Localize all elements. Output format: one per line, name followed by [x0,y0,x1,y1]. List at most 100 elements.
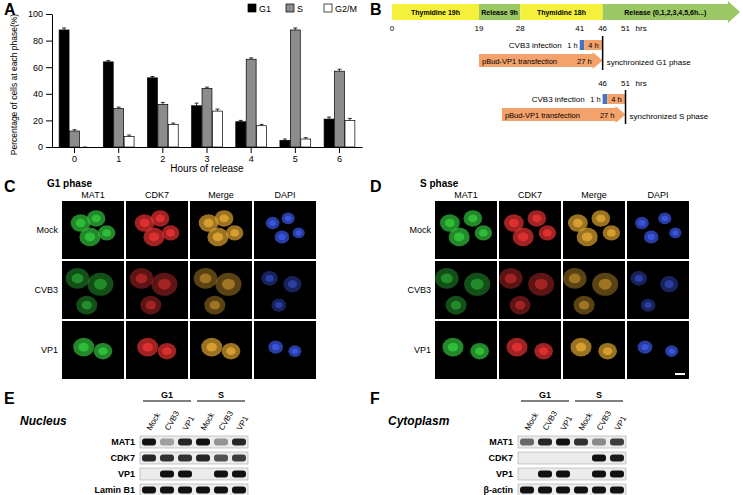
cell [513,228,534,247]
band [196,487,210,494]
bar [59,30,69,147]
cell [574,296,595,315]
sync-label: synchronized S phase [630,112,709,121]
band [214,487,228,494]
image-content [568,210,620,246]
blot-title: Cytoplasm [388,414,450,428]
cell [271,299,286,312]
band [232,471,246,478]
nucleus [288,280,297,288]
band [178,487,192,494]
nucleus [515,301,526,310]
figure: ABCDEF0204060801000123456Hours of releas… [0,0,743,495]
cell [222,343,241,360]
x-tick-mark [251,147,252,153]
nucleus [569,273,581,283]
column-header: Merge [208,190,234,200]
nucleus [85,233,96,242]
cell [268,341,283,354]
time-tick: 19 [475,24,484,33]
x-tick-mark [295,147,296,153]
panel-label: D [370,178,382,195]
transfection-arrow [502,106,626,123]
lane-label: VP1 [181,414,197,432]
band [592,471,606,478]
band [556,487,570,494]
infection-label: CVB3 infection [532,95,585,104]
protein-label: CDK7 [488,453,513,463]
bar [345,120,355,147]
bar [147,78,157,147]
image-frame [563,321,625,379]
transfection-duration: 27 h [577,57,592,66]
nucleus [146,301,157,310]
nucleus [635,275,643,282]
cell [66,268,90,289]
infection-duration: 4 h [588,41,598,50]
error-bar [327,117,331,119]
image-frame [627,321,689,379]
y-tick: 20 [33,116,52,126]
y-tick: 80 [33,36,52,46]
y-tick: 40 [33,89,52,99]
band [610,487,624,494]
row-label: Mock [36,225,58,235]
bar [158,104,168,147]
nucleus [505,273,517,283]
nucleus [468,214,477,222]
error-cap [161,102,165,103]
y-tick-mark [46,67,52,68]
nucleus [102,229,111,236]
legend: G1SG2/M [248,4,357,14]
image-content [66,268,114,315]
bar [114,108,124,147]
microscopy-panel: G1 phaseMAT1CDK7MergeDAPIMockCVB3VP1 [34,178,316,379]
band [178,471,192,478]
timeline-arrow [603,1,740,23]
infection-box [603,94,608,104]
y-tick-label: 20 [33,116,43,126]
scale-bar [675,373,685,375]
nucleus [662,216,669,221]
y-tick-label: 80 [33,36,43,46]
band [232,455,246,462]
cell [592,210,611,227]
image-content [440,210,492,246]
band [142,487,156,494]
error-bar [150,77,154,78]
panel-b: Thymidine 19hRelease 9hThymidine 18hRele… [390,1,740,124]
nucleus [448,343,459,352]
cell [638,341,653,354]
timeline-segment [392,4,479,20]
y-axis-line [52,15,53,148]
transfection-label: pBud-VP1 transfection [482,57,557,66]
image-content [563,268,618,315]
error-bar [293,28,297,30]
cell [162,225,179,240]
nucleus [441,273,453,283]
nucleus [573,219,583,227]
error-bar [127,135,131,136]
error-bar [283,139,287,140]
bar [290,30,300,147]
bar [324,119,334,147]
panel-a: 0204060801000123456Hours of releasePerce… [9,4,363,174]
infection-duration: 1 h [590,95,600,104]
blot-strip [140,436,248,448]
cell [660,276,678,292]
group-label: G1 [539,390,551,400]
column-header: DAPI [274,190,295,200]
infection-box [584,40,602,50]
sync-label: synchronized G1 phase [607,58,692,67]
nucleus [91,214,100,222]
cell [194,268,218,289]
nucleus [509,219,519,227]
lane-label: Mock [577,410,595,432]
image-frame [435,261,497,319]
image-content [199,210,244,246]
nucleus [265,275,273,282]
nucleus [292,348,299,353]
x-tick: 4 [249,147,254,164]
nucleus [76,219,86,227]
nucleus [451,301,462,310]
